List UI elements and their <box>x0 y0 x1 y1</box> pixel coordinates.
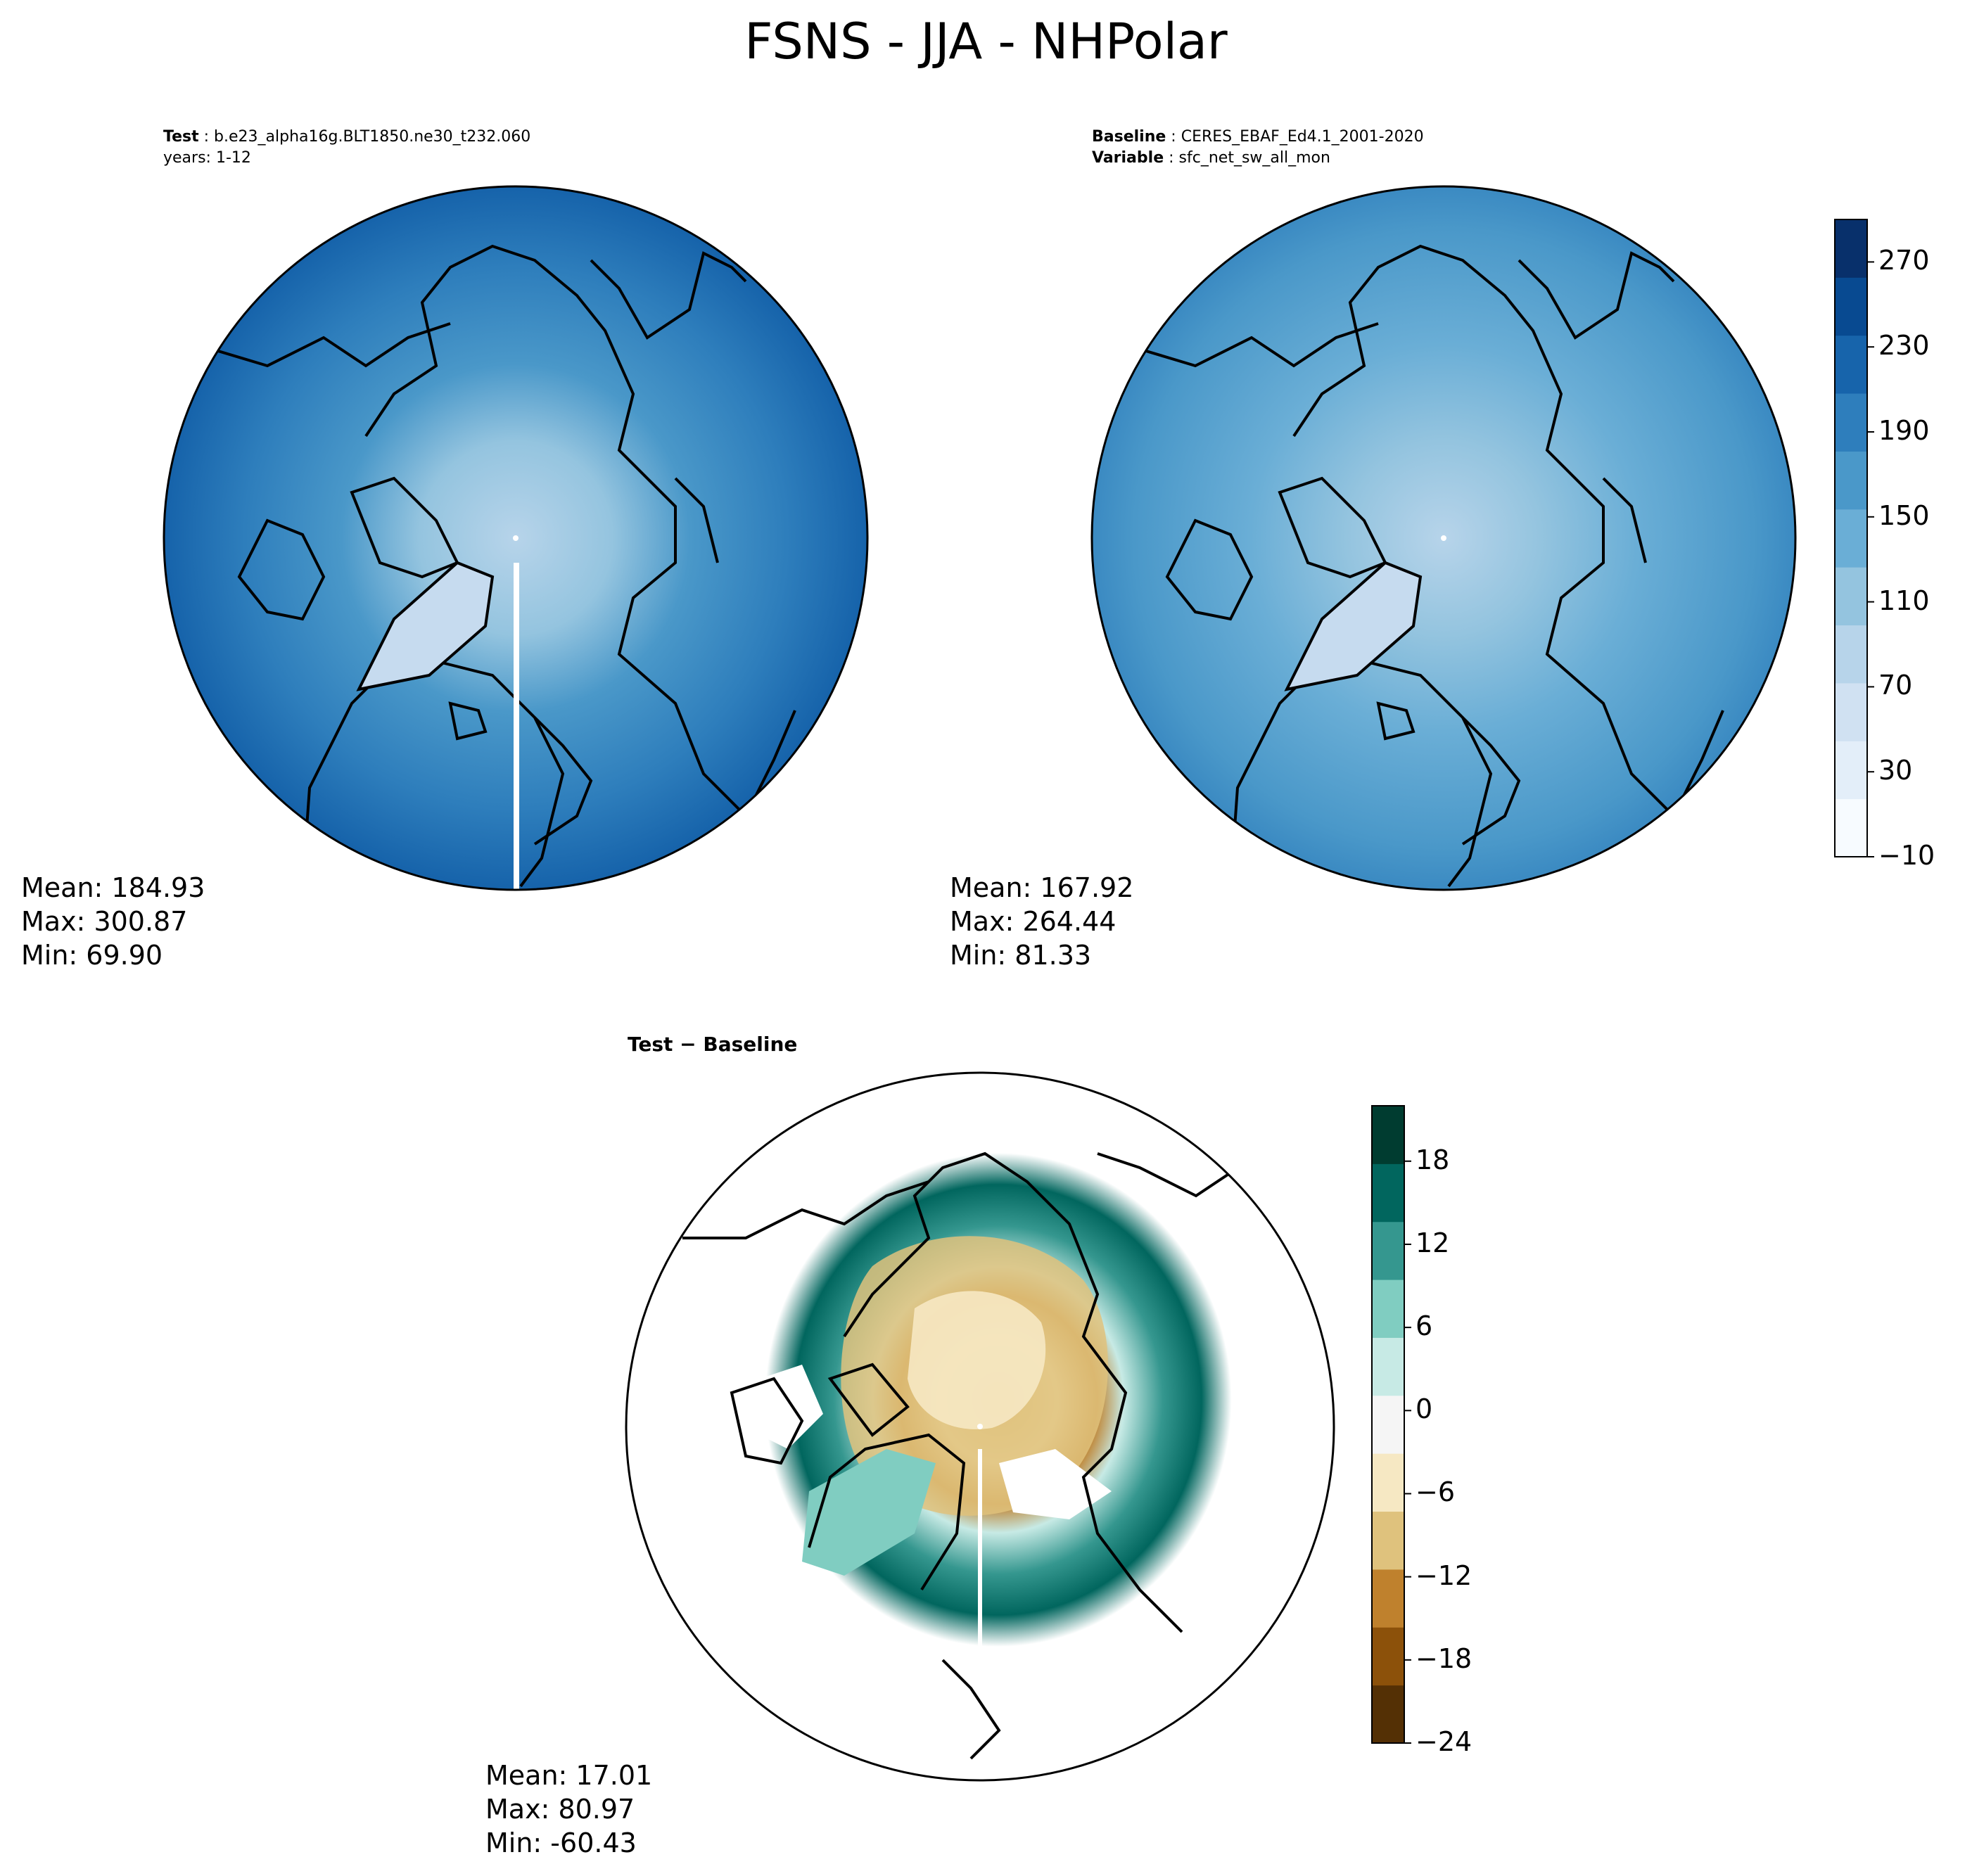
main-colorbar-segment <box>1835 567 1867 626</box>
baseline-panel-header: Baseline : CERES_EBAF_Ed4.1_2001-2020 Va… <box>1092 128 1424 167</box>
diff-colorbar-tick-label: −12 <box>1416 1559 1472 1591</box>
diff-colorbar-tick-label: 0 <box>1416 1393 1433 1425</box>
diff-missing-strip <box>978 1449 982 1660</box>
diff-min: Min: -60.43 <box>485 1827 637 1858</box>
test-case-name: b.e23_alpha16g.BLT1850.ne30_t232.060 <box>214 128 531 146</box>
diff-colorbar-segment <box>1372 1221 1404 1280</box>
diff-colorbar-tick-label: −24 <box>1416 1726 1472 1757</box>
diff-colorbar-tick-label: 18 <box>1416 1144 1450 1175</box>
diff-pole-marker <box>977 1424 983 1429</box>
diff-colorbar-tick-label: 12 <box>1416 1227 1450 1258</box>
test-max: Max: 300.87 <box>21 906 188 937</box>
diff-colorbar-segment <box>1372 1627 1404 1686</box>
test-min: Min: 69.90 <box>21 940 163 971</box>
diff-colorbar-segment <box>1372 1685 1404 1744</box>
diff-field <box>699 1083 1297 1716</box>
baseline-coastlines <box>1124 244 1724 888</box>
main-colorbar-tick-label: 70 <box>1878 670 1913 701</box>
diff-colorbar-segment <box>1372 1163 1404 1223</box>
main-colorbar-tick-label: 30 <box>1878 755 1913 786</box>
baseline-map-border <box>1090 185 1797 891</box>
diff-colorbar <box>1371 1105 1411 1744</box>
diff-title-test: Test <box>628 1033 673 1056</box>
main-colorbar-segment <box>1835 393 1867 452</box>
main-colorbar-tick-label: 190 <box>1878 415 1930 446</box>
main-colorbar-tick-label: −10 <box>1878 840 1935 871</box>
main-colorbar-border <box>1834 219 1868 857</box>
main-colorbar-tick-label: 230 <box>1878 330 1930 362</box>
diff-colorbar-border <box>1371 1105 1405 1744</box>
test-pole-marker <box>513 535 519 541</box>
diff-colorbar-tick-label: −18 <box>1416 1642 1472 1674</box>
diff-colorbar-segment <box>1372 1511 1404 1570</box>
test-mean: Mean: 184.93 <box>21 872 205 903</box>
test-map-border <box>163 185 869 891</box>
diff-title-baseline: Baseline <box>703 1033 798 1056</box>
test-panel-header: Test : b.e23_alpha16g.BLT1850.ne30_t232.… <box>163 127 530 169</box>
variable-name: sfc_net_sw_all_mon <box>1178 149 1330 167</box>
diff-colorbar-segment <box>1372 1106 1404 1164</box>
baseline-min: Min: 81.33 <box>950 940 1092 971</box>
baseline-dataset-name: CERES_EBAF_Ed4.1_2001-2020 <box>1181 128 1424 146</box>
test-map <box>163 185 869 891</box>
diff-mean: Mean: 17.01 <box>485 1760 653 1791</box>
main-colorbar-segment <box>1835 277 1867 336</box>
baseline-stats: Mean: 167.92 Max: 264.44 Min: 81.33 <box>950 871 1133 972</box>
main-colorbar-tick-label: 150 <box>1878 499 1930 531</box>
diff-colorbar-segment <box>1372 1569 1404 1628</box>
variable-label: Variable <box>1092 149 1164 167</box>
baseline-map <box>1090 185 1797 891</box>
test-coastlines <box>196 244 796 888</box>
baseline-pole-marker <box>1441 535 1446 541</box>
main-colorbar-segment <box>1835 509 1867 568</box>
baseline-mean: Mean: 167.92 <box>950 872 1134 903</box>
main-colorbar <box>1834 219 1874 857</box>
diff-map-border <box>625 1071 1335 1782</box>
baseline-label: Baseline <box>1092 128 1166 146</box>
diff-colorbar-segment <box>1372 1337 1404 1396</box>
main-colorbar-segment <box>1835 335 1867 394</box>
main-colorbar-segment <box>1835 682 1867 741</box>
test-years: years: 1-12 <box>163 149 251 167</box>
main-colorbar-segment <box>1835 451 1867 510</box>
figure-title: FSNS - JJA - NHPolar <box>744 13 1228 70</box>
test-label: Test <box>163 128 199 146</box>
diff-colorbar-segment <box>1372 1280 1404 1338</box>
main-colorbar-segment <box>1835 741 1867 800</box>
diff-colorbar-segment <box>1372 1453 1404 1512</box>
diff-colorbar-segment <box>1372 1395 1404 1454</box>
diff-colorbar-tick-label: 6 <box>1416 1310 1433 1342</box>
diff-colorbar-tick-label: −6 <box>1416 1476 1456 1508</box>
diff-stats: Mean: 17.01 Max: 80.97 Min: -60.43 <box>485 1759 652 1860</box>
diff-panel-header: Test − Baseline <box>628 1034 797 1055</box>
main-colorbar-segment <box>1835 798 1867 857</box>
test-missing-strip <box>514 563 519 890</box>
diff-title-sep: − <box>680 1033 696 1056</box>
diff-max: Max: 80.97 <box>485 1794 635 1825</box>
main-colorbar-tick-label: 110 <box>1878 585 1930 616</box>
main-colorbar-tick-label: 270 <box>1878 245 1930 276</box>
test-stats: Mean: 184.93 Max: 300.87 Min: 69.90 <box>21 871 205 972</box>
main-colorbar-segment <box>1835 219 1867 278</box>
diff-map <box>625 1071 1335 1782</box>
baseline-max: Max: 264.44 <box>950 906 1117 937</box>
main-colorbar-segment <box>1835 625 1867 684</box>
